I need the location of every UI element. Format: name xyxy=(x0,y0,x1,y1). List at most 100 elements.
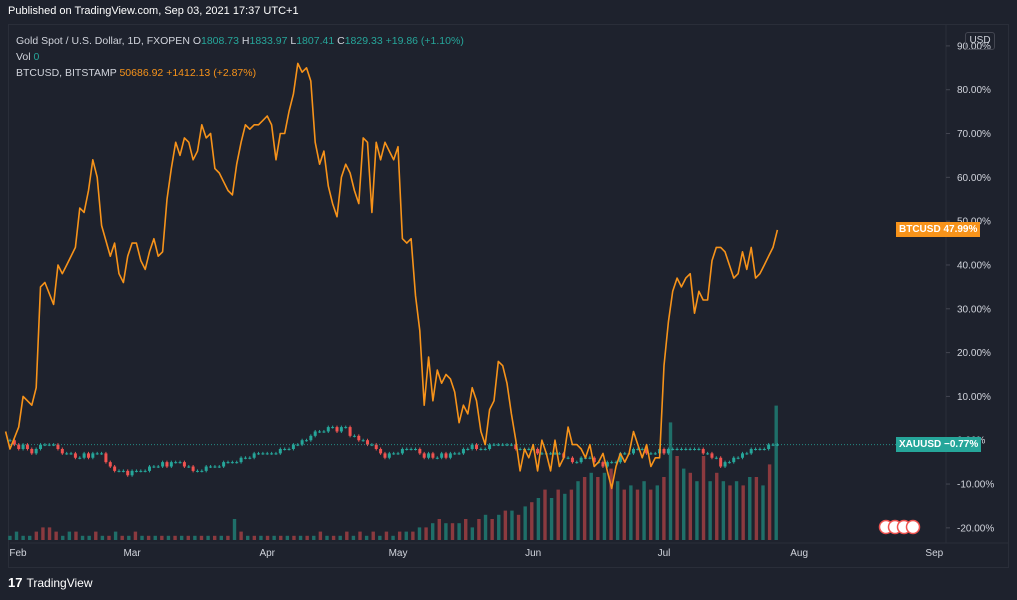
y-tick-label: -20.00% xyxy=(957,523,994,534)
volume-bar xyxy=(596,477,599,540)
volume-bar xyxy=(127,536,130,540)
xau-candle-body xyxy=(754,449,757,450)
xau-candle-body xyxy=(161,462,164,466)
xau-label-pct: −0.77% xyxy=(944,439,978,450)
xau-candle-body xyxy=(174,462,177,463)
volume-bar xyxy=(656,485,659,540)
xau-candle-body xyxy=(39,445,42,449)
x-tick-label: Jun xyxy=(525,548,541,559)
xau-candle-body xyxy=(309,436,312,440)
volume-bar xyxy=(775,406,778,540)
volume-bar xyxy=(206,536,209,540)
volume-bar xyxy=(398,532,401,540)
xau-candle-body xyxy=(222,462,225,466)
xau-candle-body xyxy=(113,467,116,471)
xau-candle-body xyxy=(148,467,151,471)
volume-bar xyxy=(372,532,375,540)
volume-bar xyxy=(345,532,348,540)
xau-candle-body xyxy=(261,453,264,454)
xau-candle-body xyxy=(270,453,273,454)
xau-candle-body xyxy=(61,449,64,453)
xau-candle-body xyxy=(362,440,365,441)
volume-bar xyxy=(708,481,711,540)
xau-candle-body xyxy=(484,449,487,450)
legend-main-row[interactable]: Gold Spot / U.S. Dollar, 1D, FXOPEN O180… xyxy=(16,33,464,49)
volume-bar xyxy=(15,532,18,540)
xau-candle-body xyxy=(397,453,400,454)
xau-candle-body xyxy=(458,453,461,454)
xau-candle-body xyxy=(322,431,325,432)
xau-candle-body xyxy=(336,427,339,431)
volume-bar xyxy=(246,536,249,540)
volume-bar xyxy=(266,536,269,540)
xau-candle-body xyxy=(30,449,33,453)
xau-candle-body xyxy=(641,449,644,450)
xau-candle-body xyxy=(122,471,125,472)
legend: Gold Spot / U.S. Dollar, 1D, FXOPEN O180… xyxy=(16,33,464,81)
volume-bar xyxy=(365,536,368,540)
legend-close-label: C xyxy=(337,35,345,47)
xau-candle-body xyxy=(702,449,705,453)
xau-candle-body xyxy=(9,440,12,441)
xau-candle-body xyxy=(292,445,295,449)
chart-svg[interactable]: 90.00%80.00%70.00%60.00%50.00%40.00%30.0… xyxy=(0,0,1017,600)
legend-volume-row[interactable]: Vol 0 xyxy=(16,49,464,65)
xau-candle-body xyxy=(135,471,138,472)
currency-badge[interactable]: USD xyxy=(965,32,995,50)
volume-bar xyxy=(94,532,97,540)
volume-bar xyxy=(735,481,738,540)
volume-bar xyxy=(497,515,500,540)
xau-candle-body xyxy=(152,467,155,468)
xau-candle-body xyxy=(131,471,134,475)
volume-bar xyxy=(74,532,77,540)
volume-bar xyxy=(689,473,692,540)
xau-candle-body xyxy=(449,453,452,457)
x-tick-label: Sep xyxy=(925,548,943,559)
xau-candle-body xyxy=(170,462,173,466)
volume-bar xyxy=(332,536,335,540)
xau-candle-body xyxy=(196,471,199,472)
volume-bar xyxy=(636,490,639,540)
volume-bar xyxy=(101,536,104,540)
volume-bar xyxy=(28,536,31,540)
xau-candle-body xyxy=(418,449,421,453)
xau-candle-body xyxy=(724,462,727,466)
xau-candle-body xyxy=(732,458,735,462)
btc-price-label: BTCUSD 47.99% xyxy=(896,222,980,237)
volume-bar xyxy=(140,536,143,540)
xau-candle-body xyxy=(445,453,448,457)
volume-bar xyxy=(41,527,44,540)
volume-bar xyxy=(385,532,388,540)
volume-bar xyxy=(570,490,573,540)
xau-candle-body xyxy=(431,453,434,457)
xau-candle-body xyxy=(96,453,99,454)
volume-bar xyxy=(755,477,758,540)
xau-candle-body xyxy=(388,453,391,457)
y-tick-label: 80.00% xyxy=(957,85,991,96)
xau-candle-body xyxy=(179,462,182,463)
legend-btc-row[interactable]: BTCUSD, BITSTAMP 50686.92 +1412.13 (+2.8… xyxy=(16,65,464,81)
xau-candle-body xyxy=(567,458,570,459)
volume-bar xyxy=(550,498,553,540)
tradingview-logo[interactable]: 17 TradingView xyxy=(8,575,93,590)
xau-candle-body xyxy=(462,449,465,453)
volume-bar xyxy=(477,519,480,540)
volume-bar xyxy=(173,536,176,540)
xau-candle-body xyxy=(737,458,740,459)
xau-candle-body xyxy=(623,453,626,454)
volume-bar xyxy=(319,532,322,540)
xau-candle-body xyxy=(745,453,748,454)
legend-open-value: 1808.73 xyxy=(201,35,239,47)
legend-btc-change: +1412.13 (+2.87%) xyxy=(166,67,256,79)
volume-bar xyxy=(81,536,84,540)
xau-candle-body xyxy=(353,436,356,437)
xau-candle-body xyxy=(693,449,696,450)
xau-candle-body xyxy=(392,453,395,454)
volume-bar xyxy=(352,536,355,540)
volume-bar xyxy=(312,536,315,540)
y-tick-label: 30.00% xyxy=(957,304,991,315)
xau-candle-body xyxy=(632,449,635,453)
tradingview-logo-icon: 17 xyxy=(8,575,22,590)
volume-bar xyxy=(484,515,487,540)
volume-bar xyxy=(339,536,342,540)
